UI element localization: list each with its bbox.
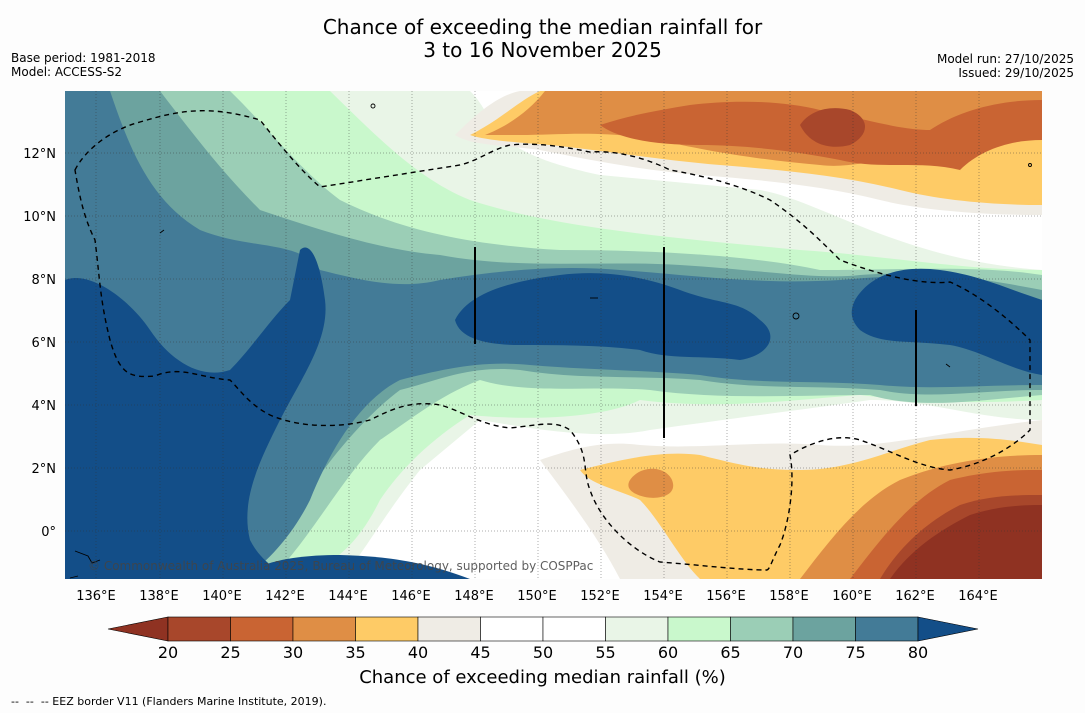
lon-tick-label: 162°E xyxy=(895,589,935,604)
colorbar-tick-label: 40 xyxy=(408,643,428,662)
lon-tick-label: 146°E xyxy=(391,589,431,604)
issued-text: Issued: 29/10/2025 xyxy=(958,66,1074,80)
lon-tick-label: 156°E xyxy=(706,589,746,604)
colorbar-bin xyxy=(730,616,794,642)
lon-tick-label: 160°E xyxy=(832,589,872,604)
lon-tick-label: 152°E xyxy=(580,589,620,604)
lon-tick-label: 142°E xyxy=(265,589,305,604)
colorbar-extend-high xyxy=(917,616,979,642)
colorbar-tick-label: 60 xyxy=(658,643,678,662)
zone-yellow-ne xyxy=(960,140,1042,200)
lon-tick-label: 164°E xyxy=(958,589,998,604)
eez-border-line xyxy=(74,110,1031,571)
colorbar-bin xyxy=(292,616,356,642)
colorbar-bin xyxy=(167,616,231,642)
colorbar-tick-label: 55 xyxy=(595,643,615,662)
lon-tick-label: 154°E xyxy=(643,589,683,604)
lat-tick-label: 0° xyxy=(41,525,56,540)
colorbar: 20 25 30 35 40 45 50 55 60 65 70 75 80 xyxy=(107,616,979,662)
lon-tick-label: 136°E xyxy=(76,589,116,604)
colorbar-bin xyxy=(792,616,856,642)
zone-brown-north xyxy=(800,108,865,147)
colorbar-bin xyxy=(605,616,669,642)
lon-tick-label: 138°E xyxy=(139,589,179,604)
lon-tick-label: 140°E xyxy=(202,589,242,604)
meta-right: Model run: 27/10/2025 Issued: 29/10/2025 xyxy=(937,52,1074,80)
colorbar-tick-label: 30 xyxy=(283,643,303,662)
colorbar-bin xyxy=(667,616,731,642)
colorbar-tick-label: 25 xyxy=(220,643,240,662)
longitude-axis: 136°E 138°E 140°E 142°E 144°E 146°E 148°E 150°E… xyxy=(76,589,998,604)
eez-footnote: -- -- -- EEZ border V11 (Flanders Marine… xyxy=(11,695,327,708)
colorbar-tick-label: 80 xyxy=(908,643,928,662)
title-line-2: 3 to 16 November 2025 xyxy=(423,38,662,62)
colorbar-bin xyxy=(855,616,919,642)
colorbar-title: Chance of exceeding median rainfall (%) xyxy=(359,667,726,688)
colorbar-bin xyxy=(355,616,419,642)
colorbar-tick-label: 65 xyxy=(720,643,740,662)
island-markers xyxy=(69,103,1032,579)
lon-tick-label: 158°E xyxy=(769,589,809,604)
copyright-text: © Commonwealth of Australia 2025, Bureau… xyxy=(88,559,593,573)
colorbar-tick-label: 70 xyxy=(783,643,803,662)
colorbar-extend-low xyxy=(107,616,169,642)
model-text: Model: ACCESS-S2 xyxy=(11,65,123,79)
lat-tick-label: 6°N xyxy=(32,336,57,351)
marker-lines xyxy=(474,247,917,438)
colorbar-bin xyxy=(230,616,294,642)
base-period-text: Base period: 1981-2018 xyxy=(11,51,156,65)
zone-darkbrown-south xyxy=(890,505,1042,579)
zone-navy-west xyxy=(65,247,326,579)
colorbar-bin xyxy=(417,616,481,642)
zone-orange-blob xyxy=(628,468,674,498)
lon-tick-label: 148°E xyxy=(454,589,494,604)
colorbar-tick-label: 75 xyxy=(845,643,865,662)
meta-left: Base period: 1981-2018 Model: ACCESS-S2 xyxy=(11,51,156,79)
lat-tick-label: 12°N xyxy=(23,147,56,162)
colorbar-tick-label: 45 xyxy=(470,643,490,662)
colorbar-bin xyxy=(480,616,544,642)
colorbar-tick-label: 50 xyxy=(533,643,553,662)
zone-navy-south xyxy=(240,555,470,579)
model-run-text: Model run: 27/10/2025 xyxy=(936,52,1074,66)
lat-tick-label: 8°N xyxy=(32,273,57,288)
colorbar-bin xyxy=(542,616,606,642)
latitude-axis: 12°N 10°N 8°N 6°N 4°N 2°N 0° xyxy=(23,147,56,540)
colorbar-tick-label: 35 xyxy=(345,643,365,662)
zone-navy-central xyxy=(455,273,771,360)
zone-navy-east xyxy=(851,268,1042,375)
lat-tick-label: 2°N xyxy=(32,462,57,477)
lat-tick-label: 4°N xyxy=(32,399,57,414)
lat-tick-label: 10°N xyxy=(23,210,56,225)
title-line-1: Chance of exceeding the median rainfall … xyxy=(322,15,763,39)
lon-tick-label: 144°E xyxy=(328,589,368,604)
lon-tick-label: 150°E xyxy=(517,589,557,604)
map-field: © Commonwealth of Australia 2025, Bureau… xyxy=(65,91,1042,579)
colorbar-tick-label: 20 xyxy=(158,643,178,662)
